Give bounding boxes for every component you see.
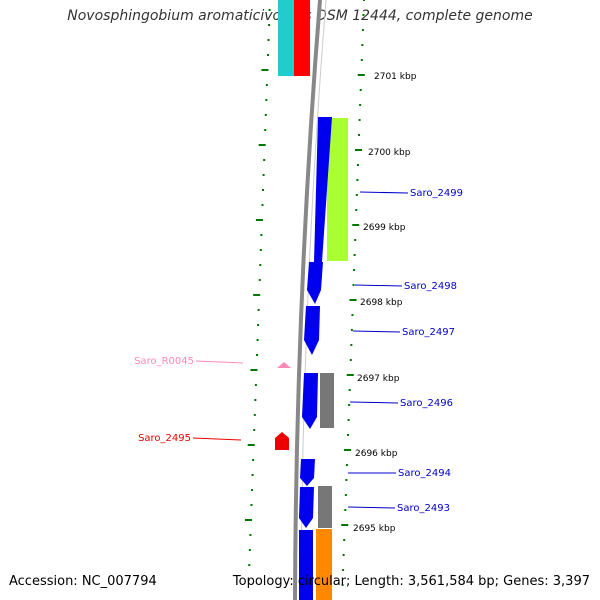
cds-arrow-saro-2499[interactable] [314,117,332,262]
kbp-label-2697: 2697 kbp [357,374,400,384]
gene-label-saro-2499[interactable]: Saro_2499 [410,188,463,199]
gene-label-saro-r0045[interactable]: Saro_R0045 [134,356,194,367]
feature-cyan[interactable] [278,0,294,76]
feature-grey-1[interactable] [320,373,334,428]
cds-arrow-saro-2493[interactable] [299,487,314,528]
accession-text: Accession: NC_007794 [9,574,157,589]
leader-saro-2497 [352,330,401,333]
feature-orange[interactable] [316,529,332,600]
gene-label-saro-2496[interactable]: Saro_2496 [400,398,453,409]
feature-grey-2[interactable] [318,486,332,528]
cds-bottom[interactable] [299,530,313,600]
kbp-label-2695: 2695 kbp [353,524,396,534]
gene-label-saro-2495[interactable]: Saro_2495 [138,433,191,444]
kbp-label-2696: 2696 kbp [355,449,398,459]
leader-saro-2495 [192,437,242,441]
cds-arrow-saro-2494[interactable] [300,459,315,486]
backbone-arc [293,0,322,600]
cds-arrow-saro-2498[interactable] [307,262,323,304]
gene-label-saro-2493[interactable]: Saro_2493 [397,503,450,514]
right-tick-marks [341,0,365,586]
leader-saro-2498 [354,284,403,287]
kbp-label-2701: 2701 kbp [374,72,417,82]
gene-label-saro-2497[interactable]: Saro_2497 [402,327,455,338]
feature-red[interactable] [294,0,310,76]
leader-saro-2496 [349,401,399,404]
gene-saro-2495[interactable] [275,432,289,450]
kbp-label-2699: 2699 kbp [363,223,406,233]
left-tick-marks [244,9,271,581]
cds-arrow-saro-2497[interactable] [304,306,320,355]
gene-label-saro-2498[interactable]: Saro_2498 [404,281,457,292]
topology-text: Topology: circular; Length: 3,561,584 bp… [232,574,590,589]
kbp-label-2700: 2700 kbp [368,148,411,158]
leader-saro-2493 [347,506,396,509]
kbp-label-2698: 2698 kbp [360,298,403,308]
leader-saro-2499 [359,191,409,194]
trna-saro-r0045[interactable] [277,362,291,368]
cds-arrow-saro-2496[interactable] [302,373,318,429]
leader-saro-r0045 [195,360,244,364]
feature-green[interactable] [327,118,348,261]
gene-label-saro-2494[interactable]: Saro_2494 [398,468,451,479]
